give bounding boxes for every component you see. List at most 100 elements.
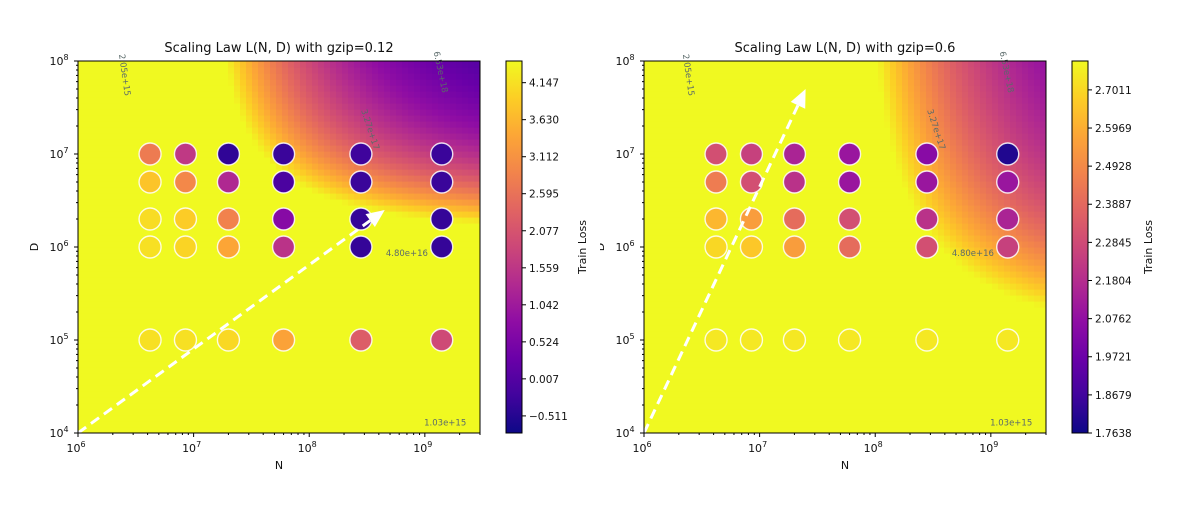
data-point <box>173 142 198 166</box>
y-tick-label: 105 <box>49 332 68 347</box>
data-point <box>271 328 296 352</box>
data-point <box>173 170 198 194</box>
data-point <box>173 328 198 352</box>
data-point <box>216 170 241 194</box>
colorbar-label: Train Loss <box>1142 220 1155 275</box>
y-tick-label: 108 <box>615 53 634 68</box>
colorbar-tick-label: 4.147 <box>529 78 559 90</box>
arrow <box>644 88 806 433</box>
chart-title: Scaling Law L(N, D) with gzip=0.12 <box>164 41 393 56</box>
data-point <box>430 328 454 352</box>
contour-label: 4.80e+16 <box>386 249 428 259</box>
scaling-law-chart-gzip-012: 2.05e+153.27e+176.53e+184.80e+161.03e+15… <box>28 41 589 472</box>
arrow-shaft <box>78 219 372 433</box>
data-point <box>704 207 728 231</box>
data-point <box>349 170 373 194</box>
data-point <box>216 207 241 231</box>
data-point <box>782 170 807 194</box>
data-point <box>704 142 728 166</box>
data-point <box>837 328 862 352</box>
colorbar-tick-label: 0.524 <box>529 337 559 349</box>
data-point <box>915 170 939 194</box>
data-point <box>271 235 296 259</box>
data-point <box>996 142 1020 166</box>
data-point <box>782 207 807 231</box>
data-point <box>739 142 764 166</box>
y-tick-label: 106 <box>615 239 634 254</box>
colorbar-tick-label: 1.559 <box>529 263 559 275</box>
x-tick-label: 107 <box>182 440 201 455</box>
data-point <box>996 170 1020 194</box>
heatmap-background <box>644 61 1046 433</box>
y-tick-label: 105 <box>615 332 634 347</box>
arrow-head <box>790 88 806 109</box>
data-point <box>837 170 862 194</box>
x-tick-label: 108 <box>298 440 317 455</box>
colorbar-tick-label: 2.595 <box>529 189 559 201</box>
data-point <box>430 207 454 231</box>
x-tick-label: 107 <box>748 440 767 455</box>
arrow-head <box>365 209 385 228</box>
colorbar-tick-label: 2.4928 <box>1095 161 1132 173</box>
data-point <box>271 142 296 166</box>
colorbar-tick-label: 2.7011 <box>1095 85 1132 97</box>
colorbar-tick-label: 3.112 <box>529 152 559 164</box>
data-point <box>915 142 939 166</box>
data-point <box>430 170 454 194</box>
data-point <box>173 235 198 259</box>
data-point <box>704 235 728 259</box>
data-point <box>430 235 454 259</box>
colorbar-tick-label: 2.077 <box>529 226 559 238</box>
colorbar-tick-label: 2.2845 <box>1095 237 1132 249</box>
colorbar-tick-label: 1.8679 <box>1095 390 1132 402</box>
data-point <box>704 328 728 352</box>
colorbar-tick-label: 1.7638 <box>1095 428 1132 440</box>
data-point <box>430 142 454 166</box>
contour-label: 1.03e+15 <box>990 419 1032 429</box>
x-axis-label: N <box>841 459 849 472</box>
arrow <box>78 209 385 433</box>
data-point <box>349 235 373 259</box>
data-point <box>782 142 807 166</box>
y-tick-label: 107 <box>615 146 634 161</box>
y-tick-label: 106 <box>49 239 68 254</box>
data-point <box>996 235 1020 259</box>
data-point <box>782 235 807 259</box>
arrow-shaft <box>644 104 800 433</box>
data-point <box>216 142 241 166</box>
y-tick-label: 104 <box>49 425 68 440</box>
data-point <box>739 235 764 259</box>
data-point <box>996 207 1020 231</box>
y-tick-label: 104 <box>615 425 634 440</box>
y-tick-label: 108 <box>49 53 68 68</box>
data-point <box>173 207 198 231</box>
scaling-law-chart-gzip-06: 2.05e+153.27e+176.53e+184.80e+161.03e+15… <box>600 41 1155 472</box>
x-tick-label: 109 <box>979 440 998 455</box>
data-point <box>138 170 162 194</box>
data-point <box>216 328 241 352</box>
data-point <box>837 235 862 259</box>
data-point <box>138 328 162 352</box>
data-point <box>739 207 764 231</box>
colorbar-tick-label: 3.630 <box>529 115 559 127</box>
data-point <box>349 207 373 231</box>
x-tick-label: 108 <box>864 440 883 455</box>
colorbar <box>1071 60 1089 434</box>
data-point <box>996 328 1020 352</box>
chart-panel-left: 2.05e+15 3.27e+17 6.53e+18 4.80e+16 1.03e+15… <box>28 41 589 472</box>
colorbar-tick-label: 1.042 <box>529 300 559 312</box>
colorbar-tick-label: 2.0762 <box>1095 314 1132 326</box>
data-point <box>349 328 373 352</box>
y-axis-label: D <box>28 243 41 251</box>
data-point <box>138 235 162 259</box>
chart-panel-right: 2.05e+15 3.27e+17 6.53e+18 4.80e+16 1.03e+15… <box>600 0 1200 513</box>
colorbar-tick-label: 2.1804 <box>1095 275 1132 287</box>
data-point <box>704 170 728 194</box>
x-axis-label: N <box>275 459 283 472</box>
colorbar-label: Train Loss <box>576 220 589 275</box>
x-tick-label: 109 <box>413 440 432 455</box>
y-axis-label: D <box>600 243 607 251</box>
data-point <box>915 235 939 259</box>
y-tick-label: 107 <box>49 146 68 161</box>
colorbar-tick-label: −0.511 <box>529 411 568 423</box>
